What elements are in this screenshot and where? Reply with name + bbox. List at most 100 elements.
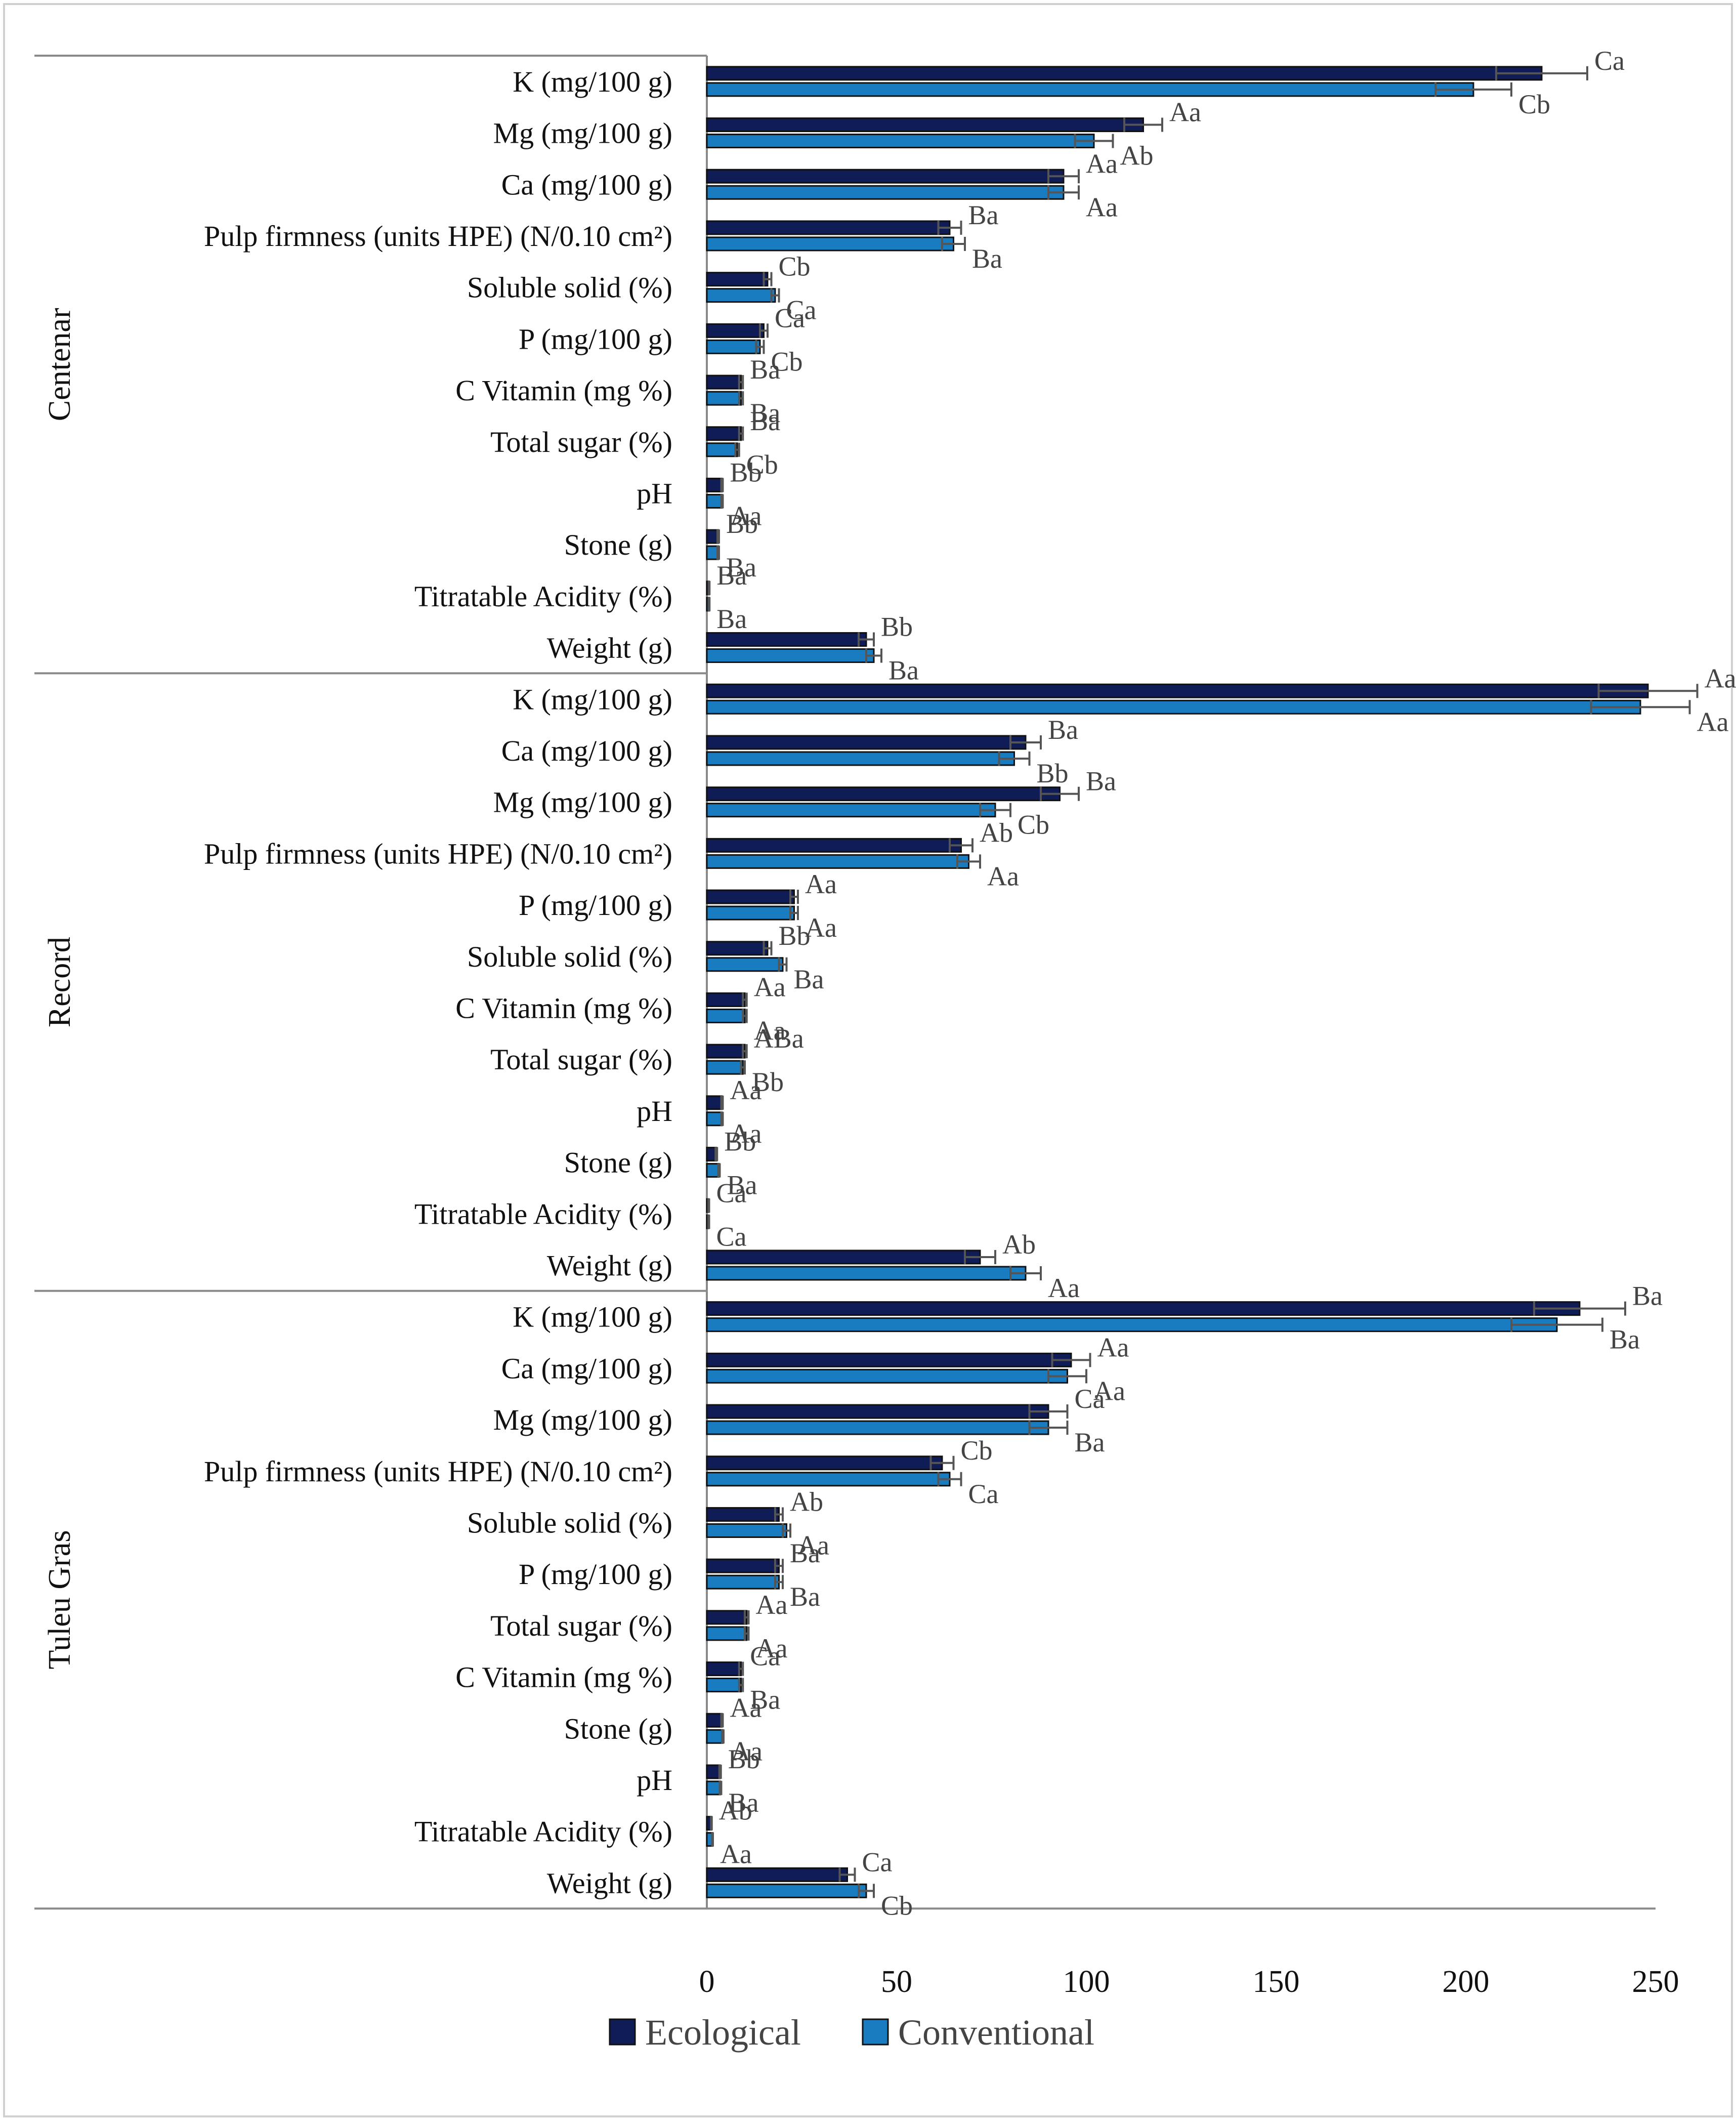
- bar-ecological: [707, 427, 741, 440]
- significance-label: Ba: [1086, 766, 1116, 797]
- bar-ecological: [707, 736, 1026, 749]
- bar-conventional: [707, 1318, 1557, 1331]
- significance-label: Ba: [716, 560, 747, 591]
- category-label: Stone (g): [564, 1146, 672, 1179]
- significance-label: Bb: [730, 457, 762, 487]
- bar-ecological: [707, 118, 1144, 132]
- significance-label: Ca: [862, 1847, 893, 1877]
- bar-conventional: [707, 906, 794, 920]
- bar-conventional: [707, 135, 1094, 148]
- category-label: P (mg/100 g): [519, 889, 672, 922]
- significance-label: Bb: [1037, 758, 1069, 788]
- category-label: pH: [637, 477, 672, 510]
- bar-ecological: [707, 1405, 1048, 1418]
- significance-label: Bb: [881, 612, 913, 642]
- bar-ecological: [707, 1353, 1071, 1366]
- x-tick-label: 250: [1632, 1965, 1679, 1999]
- bar-ecological: [707, 1765, 720, 1778]
- category-label: Ca (mg/100 g): [501, 1352, 672, 1385]
- bar-ecological: [707, 221, 950, 234]
- significance-label: Ba: [968, 200, 999, 230]
- bar-ecological: [707, 1045, 745, 1058]
- bar-ecological: [707, 684, 1648, 697]
- category-label: Ca (mg/100 g): [501, 734, 672, 767]
- significance-label: Ba: [1632, 1281, 1663, 1311]
- significance-label: Ba: [790, 1538, 820, 1568]
- x-tick-label: 150: [1253, 1965, 1300, 1999]
- bar-ecological: [707, 170, 1064, 183]
- x-tick-label: 50: [881, 1965, 912, 1999]
- bar-ecological: [707, 839, 961, 852]
- bar-conventional: [707, 1421, 1048, 1434]
- bar-conventional: [707, 289, 775, 302]
- category-label: Ca (mg/100 g): [501, 168, 672, 201]
- bar-conventional: [707, 1575, 779, 1589]
- bar-ecological: [707, 993, 745, 1006]
- significance-label: Ba: [750, 406, 780, 436]
- bar-conventional: [707, 1781, 721, 1795]
- significance-label: Aa: [1086, 192, 1118, 222]
- category-label: Mg (mg/100 g): [493, 786, 672, 819]
- significance-label: Ca: [1594, 46, 1625, 76]
- bar-ecological: [707, 1611, 747, 1624]
- bar-conventional: [707, 1061, 743, 1074]
- significance-label: Ab: [1002, 1229, 1036, 1260]
- bar-conventional: [707, 340, 760, 353]
- group-label: Centenar: [43, 308, 77, 421]
- bar-ecological: [707, 890, 794, 903]
- category-label: Weight (g): [547, 1866, 672, 1899]
- bar-conventional: [707, 1473, 950, 1486]
- significance-label: Cb: [881, 1890, 913, 1921]
- bar-conventional: [707, 752, 1014, 765]
- category-label: P (mg/100 g): [519, 1558, 672, 1591]
- bar-ecological: [707, 1868, 848, 1881]
- significance-label: Aa: [1048, 1273, 1080, 1303]
- significance-label: Bb: [779, 921, 811, 951]
- bar-ecological: [707, 1302, 1580, 1315]
- category-label: K (mg/100 g): [513, 683, 672, 716]
- significance-label: Aa: [730, 1692, 762, 1723]
- category-label: pH: [637, 1095, 672, 1128]
- bar-ecological: [707, 1456, 942, 1470]
- significance-label: Aa: [1169, 97, 1201, 128]
- outer-frame: [4, 4, 1732, 2116]
- category-label: Weight (g): [547, 1249, 672, 1282]
- legend-swatch: [863, 2019, 888, 2045]
- category-label: K (mg/100 g): [513, 1301, 672, 1334]
- bar-ecological: [707, 787, 1060, 801]
- bar-conventional: [707, 958, 783, 971]
- significance-label: Bb: [724, 1127, 756, 1157]
- category-label: Pulp firmness (units HPE) (N/0.10 cm²): [204, 220, 672, 253]
- category-label: Weight (g): [547, 632, 672, 664]
- category-label: Titratable Acidity (%): [414, 1197, 672, 1230]
- significance-label: Ca: [1075, 1384, 1105, 1414]
- category-label: C Vitamin (mg %): [455, 374, 672, 407]
- category-label: P (mg/100 g): [519, 322, 672, 355]
- bar-ecological: [707, 633, 866, 646]
- bar-ecological: [707, 1251, 980, 1264]
- significance-label: Ba: [716, 604, 747, 634]
- significance-label: Cb: [961, 1435, 993, 1466]
- significance-label: Aa: [730, 1075, 762, 1105]
- category-label: Soluble solid (%): [467, 1506, 672, 1539]
- group-label: Record: [43, 937, 77, 1027]
- significance-label: Ba: [1610, 1324, 1640, 1355]
- significance-label: Ca: [716, 1178, 747, 1208]
- x-tick-label: 100: [1063, 1965, 1110, 1999]
- group-label: Tuleu Gras: [43, 1530, 77, 1669]
- bar-conventional: [707, 1267, 1026, 1280]
- bar-conventional: [707, 1164, 719, 1177]
- significance-label: Ca: [775, 303, 805, 333]
- significance-label: Bb: [728, 1744, 760, 1774]
- significance-label: Bb: [726, 509, 758, 539]
- bar-conventional: [707, 494, 722, 508]
- significance-label: Ca: [968, 1479, 999, 1509]
- bar-ecological: [707, 273, 768, 286]
- significance-label: Cb: [1518, 89, 1550, 119]
- significance-label: Ba: [1075, 1427, 1105, 1458]
- bar-ecological: [707, 1508, 779, 1521]
- bar-conventional: [707, 1730, 723, 1743]
- category-label: C Vitamin (mg %): [455, 1661, 672, 1694]
- category-label: Titratable Acidity (%): [414, 1815, 672, 1848]
- bar-ecological: [707, 67, 1542, 80]
